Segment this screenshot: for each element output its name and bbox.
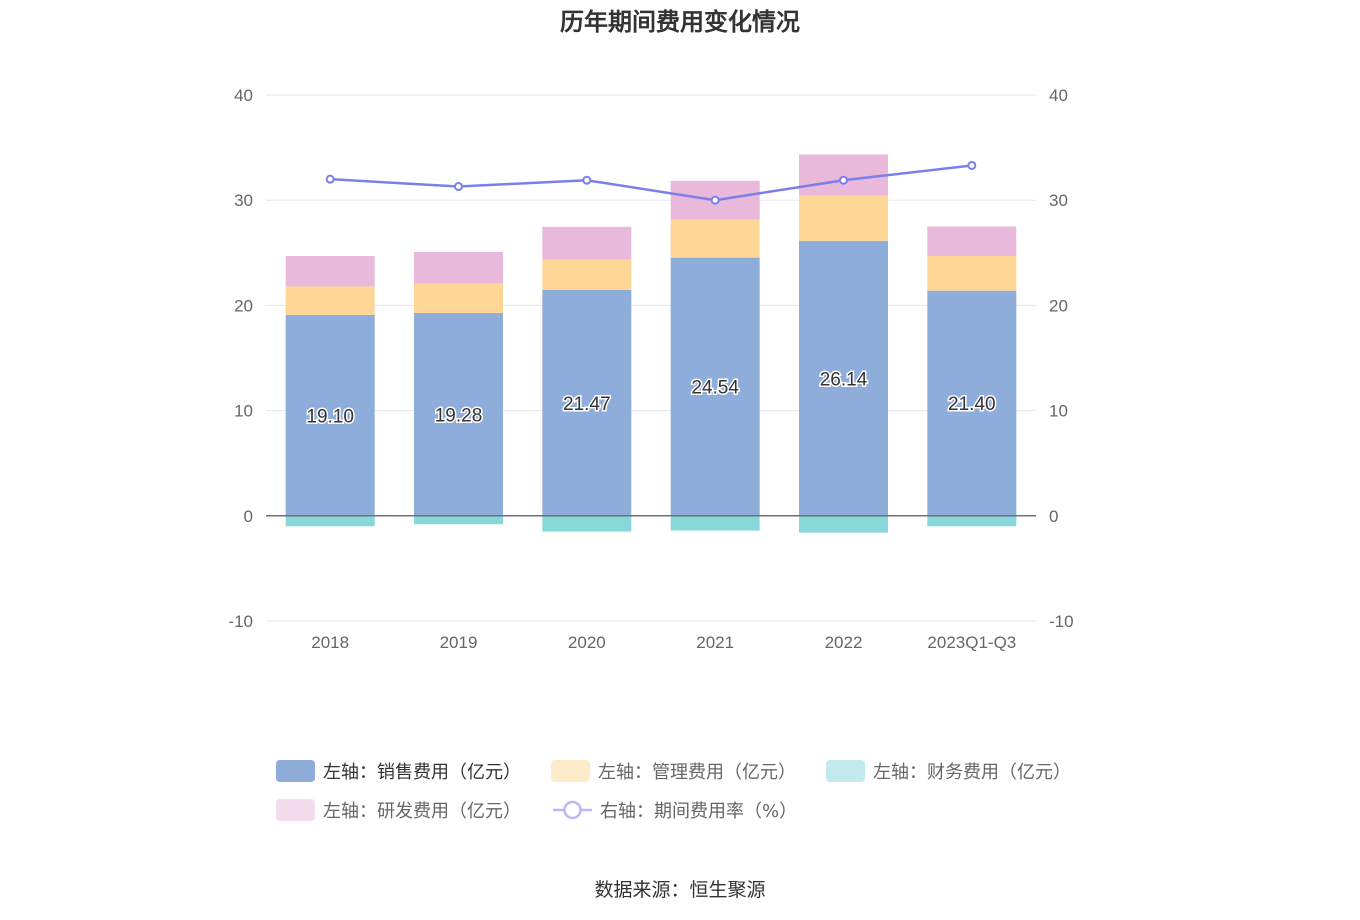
bar-segment[interactable] (414, 312, 503, 516)
left-tick-label: -10 (228, 612, 253, 631)
legend-swatch (551, 760, 590, 782)
bar-segment[interactable] (670, 257, 760, 516)
legend-item[interactable]: 左轴：财务费用（亿元） (826, 760, 1071, 783)
rate-point[interactable] (325, 174, 335, 184)
legend: 左轴：销售费用（亿元） 左轴：管理费用（亿元） 左轴：财务费用（亿元） 左轴：研发费用… (276, 760, 1071, 822)
bar-segment-finance[interactable] (414, 515, 503, 525)
left-axis-ticks: -10 0 10 20 30 40 (228, 86, 253, 631)
grid-lines (266, 94, 1036, 622)
legend-item[interactable]: 左轴：销售费用（亿元） (276, 760, 521, 783)
bar-segment[interactable] (927, 255, 1017, 291)
legend-item[interactable]: 左轴：管理费用（亿元） (551, 760, 796, 783)
category-label: 2018 (311, 633, 349, 652)
bars (285, 154, 1017, 533)
rate-line (330, 164, 972, 202)
bar-value-label: 24.54 (691, 378, 739, 399)
legend-item[interactable]: 右轴：期间费用率（%） (553, 800, 797, 822)
left-tick-label: 0 (244, 507, 253, 526)
bar-segment[interactable] (799, 240, 888, 516)
rate-point[interactable] (839, 175, 848, 185)
right-tick-label: 30 (1049, 191, 1068, 210)
rate-point[interactable] (454, 182, 463, 192)
bar-segment[interactable] (670, 219, 760, 258)
rate-point[interactable] (967, 160, 977, 170)
category-label: 2022 (825, 633, 863, 652)
right-axis-ticks: -10 0 10 20 30 40 (1049, 86, 1074, 631)
legend-label: 左轴：研发费用（亿元） (323, 801, 521, 822)
bar-segment[interactable] (285, 314, 375, 516)
legend-swatch (276, 760, 315, 782)
bar-segment[interactable] (799, 195, 888, 241)
right-tick-label: 0 (1049, 507, 1058, 526)
left-tick-label: 40 (234, 86, 253, 105)
rate-point[interactable] (582, 175, 592, 185)
right-tick-label: 40 (1049, 86, 1068, 105)
category-label: 2021 (696, 633, 734, 652)
legend-label: 右轴：期间费用率（%） (600, 801, 797, 822)
legend-label: 左轴：财务费用（亿元） (873, 762, 1071, 783)
data-labels: 19.10 19.28 21.47 24.54 26.14 21.40 (305, 368, 997, 429)
category-label: 2020 (568, 633, 606, 652)
legend-line-marker (563, 800, 582, 820)
bar-segment-finance[interactable] (542, 515, 632, 532)
bar-segment-finance[interactable] (927, 515, 1017, 527)
bar-segment[interactable] (927, 226, 1017, 256)
chart-title: 历年期间费用变化情况 (560, 8, 800, 36)
bar-value-label: 21.40 (948, 394, 996, 415)
bar-segment[interactable] (927, 290, 1017, 516)
bar-segment[interactable] (799, 154, 888, 196)
bar-segment[interactable] (414, 251, 503, 284)
bar-segment[interactable] (285, 255, 375, 287)
bar-value-label: 19.10 (306, 406, 354, 427)
bar-value-label: 21.47 (563, 394, 611, 415)
category-label: 2019 (440, 633, 478, 652)
bar-segment[interactable] (285, 286, 375, 315)
category-label: 2023Q1-Q3 (927, 633, 1016, 652)
legend-label: 左轴：销售费用（亿元） (323, 762, 521, 783)
legend-swatch (276, 799, 315, 821)
bar-segment[interactable] (542, 289, 632, 516)
bar-segment-finance[interactable] (799, 515, 888, 533)
left-tick-label: 20 (234, 296, 253, 315)
bar-segment[interactable] (542, 259, 632, 290)
left-tick-label: 30 (234, 191, 253, 210)
bar-value-label: 26.14 (820, 369, 868, 390)
legend-label: 左轴：管理费用（亿元） (598, 762, 796, 783)
right-tick-label: 20 (1049, 296, 1068, 315)
source-note: 数据来源：恒生聚源 (594, 879, 765, 901)
left-tick-label: 10 (234, 402, 253, 421)
rate-line-series (325, 160, 977, 205)
category-axis-labels: 2018 2019 2020 2021 2022 2023Q1-Q3 (311, 633, 1016, 652)
right-tick-label: 10 (1049, 402, 1068, 421)
legend-swatch (826, 760, 865, 782)
legend-item[interactable]: 左轴：研发费用（亿元） (276, 799, 521, 822)
bar-segment[interactable] (542, 226, 632, 260)
bar-segment[interactable] (414, 283, 503, 313)
bar-value-label: 19.28 (435, 405, 483, 426)
rate-point[interactable] (710, 195, 720, 205)
right-tick-label: -10 (1049, 612, 1074, 631)
bar-segment-finance[interactable] (670, 515, 760, 531)
bar-segment-finance[interactable] (285, 515, 375, 527)
